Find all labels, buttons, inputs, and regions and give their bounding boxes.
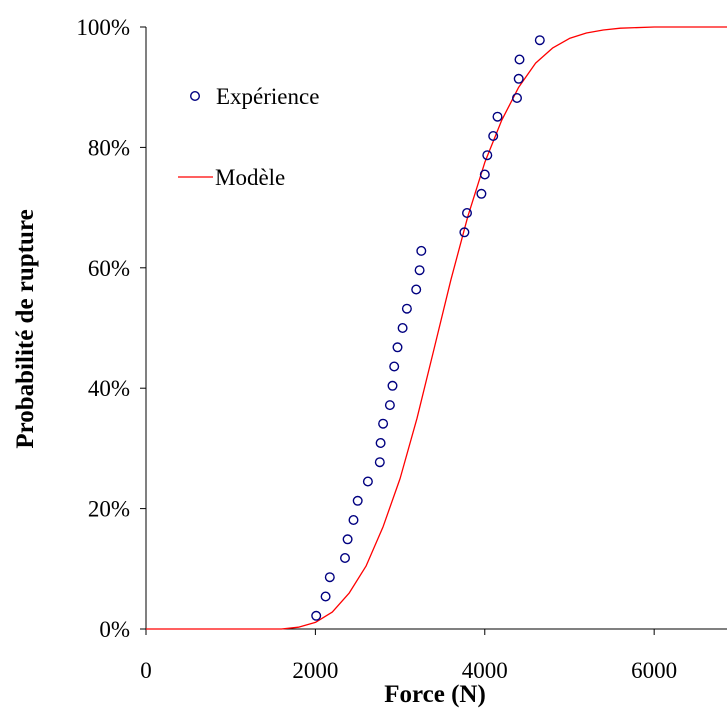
scatter-point: [342, 534, 353, 545]
model-line-group: [146, 26, 727, 630]
x-tick-labels: 0 2000 4000 6000: [140, 658, 677, 683]
scatter-point: [476, 188, 487, 199]
y-tick-label: 40%: [88, 376, 130, 401]
scatter-point: [414, 265, 425, 276]
legend-label-experience: Expérience: [216, 84, 319, 109]
legend-marker-experience: [189, 90, 200, 101]
y-tick-label: 0%: [99, 617, 130, 642]
scatter-point: [462, 207, 473, 218]
legend: Expérience Modèle: [178, 84, 319, 190]
scatter-point: [374, 457, 385, 468]
scatter-point: [340, 553, 351, 564]
model-line: [146, 26, 727, 630]
scatter-point: [492, 111, 503, 122]
scatter-point: [384, 400, 395, 411]
y-tick-label: 100%: [76, 15, 130, 40]
scatter-point: [479, 169, 490, 180]
y-tick-labels: 0% 20% 40% 60% 80% 100%: [76, 15, 130, 642]
scatter-group: [311, 35, 545, 621]
scatter-point: [534, 35, 545, 46]
scatter-point: [387, 380, 398, 391]
scatter-point: [459, 227, 470, 238]
x-axis-title: Force (N): [384, 681, 486, 708]
scatter-point: [378, 418, 389, 429]
scatter-point: [513, 73, 524, 84]
y-tick-label: 20%: [88, 497, 130, 522]
legend-label-model: Modèle: [215, 165, 285, 190]
scatter-point: [392, 342, 403, 353]
y-tick-label: 60%: [88, 256, 130, 281]
axes: [140, 26, 727, 635]
x-tick-label: 4000: [462, 658, 508, 683]
scatter-point: [320, 591, 331, 602]
scatter-point: [352, 495, 363, 506]
scatter-point: [416, 245, 427, 256]
y-tick-label: 80%: [88, 135, 130, 160]
y-axis-title: Probabilité de rupture: [12, 209, 39, 448]
scatter-point: [514, 54, 525, 65]
x-tick-label: 0: [140, 658, 152, 683]
x-tick-label: 6000: [631, 658, 677, 683]
scatter-point: [512, 92, 523, 103]
scatter-point: [324, 572, 335, 583]
scatter-point: [311, 610, 322, 621]
scatter-point: [482, 150, 493, 161]
scatter-point: [348, 515, 359, 526]
scatter-point: [401, 303, 412, 314]
scatter-point: [375, 438, 386, 449]
scatter-point: [488, 130, 499, 141]
scatter-point: [362, 476, 373, 487]
scatter-point: [397, 323, 408, 334]
scatter-point: [389, 361, 400, 372]
scatter-point: [411, 284, 422, 295]
x-tick-label: 2000: [292, 658, 338, 683]
